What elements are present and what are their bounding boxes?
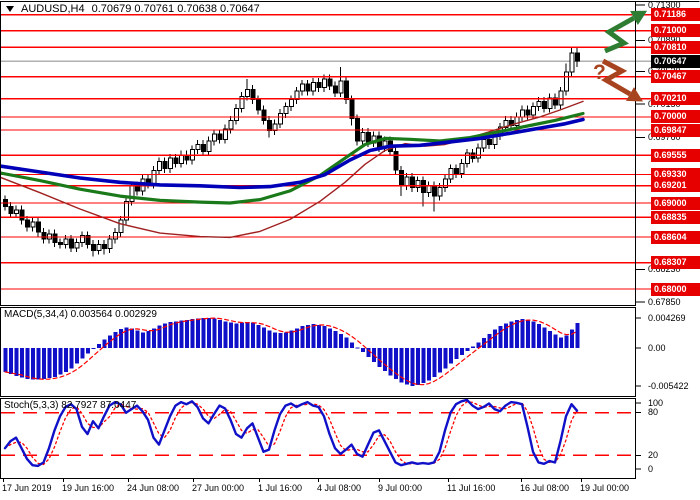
- down-arrow-icon[interactable]: [600, 58, 647, 108]
- panel-borders: [0, 1, 700, 479]
- support-resistance-lines[interactable]: [1, 14, 651, 290]
- chart-symbol-period: AUDUSD,H4: [21, 3, 85, 15]
- macd-indicator-label: MACD(5,34,4) 0.003564 0.002929: [4, 309, 157, 320]
- chart-ohlc-quote: 0.70679 0.70761 0.70638 0.70647: [91, 3, 260, 15]
- up-arrow-icon[interactable]: [604, 4, 651, 54]
- symbol-dropdown-icon[interactable]: [6, 6, 14, 12]
- axis-tick-marks: [3, 4, 645, 482]
- stochastic-panel-layer: [1, 398, 634, 468]
- question-mark-annotation[interactable]: ?: [593, 61, 606, 84]
- chart-title-bar: AUDUSD,H4 0.70679 0.70761 0.70638 0.7064…: [6, 3, 260, 15]
- candles-layer[interactable]: [3, 47, 580, 257]
- macd-panel-layer: [3, 317, 580, 386]
- moving-averages-layer: [0, 100, 585, 239]
- stoch-indicator-label: Stoch(5,3,3) 82.7927 87.0447: [4, 400, 137, 411]
